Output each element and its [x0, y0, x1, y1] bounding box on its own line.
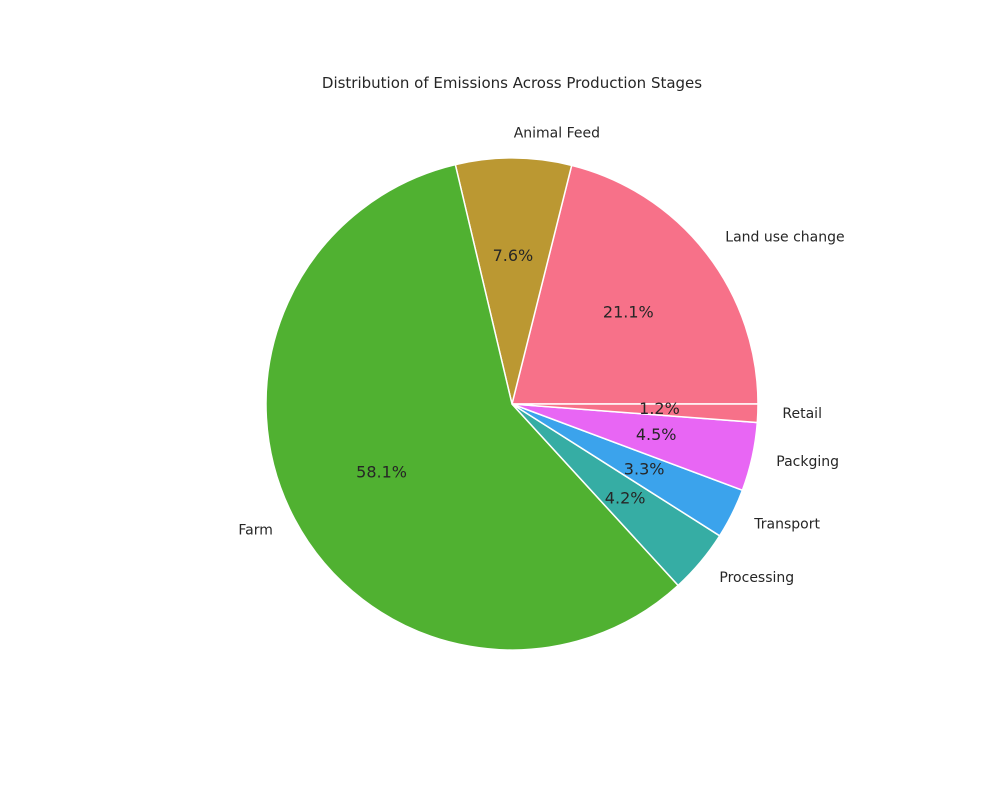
slice-label: Processing [719, 570, 794, 586]
pie-slice-animal-feed [454, 157, 573, 405]
slice-percent-label: 7.6% [493, 246, 534, 265]
slice-label: Packging [776, 454, 839, 470]
pie-labels: Land use change 21.1% Animal Feed 7.6% Farm 5… [238, 125, 844, 585]
slice-label: Farm [238, 523, 273, 539]
slice-percent-label: 3.3% [624, 459, 665, 478]
slice-label: Transport [753, 517, 820, 533]
slice-percent-label: 4.2% [605, 488, 646, 507]
slice-percent-label: 58.1% [356, 463, 407, 482]
pie-slice-land-use-change [511, 164, 759, 405]
slice-percent-label: 21.1% [603, 303, 654, 322]
slice-label: Animal Feed [514, 125, 600, 141]
slice-percent-label: 1.2% [639, 399, 680, 418]
chart-title: Distribution of Emissions Across Product… [322, 74, 702, 92]
pie-slices [265, 157, 759, 651]
pie-slice-farm [265, 163, 680, 651]
slice-label: Land use change [725, 229, 844, 245]
slice-label: Retail [782, 406, 822, 422]
slice-percent-label: 4.5% [636, 425, 677, 444]
pie-slice-retail [511, 403, 759, 424]
